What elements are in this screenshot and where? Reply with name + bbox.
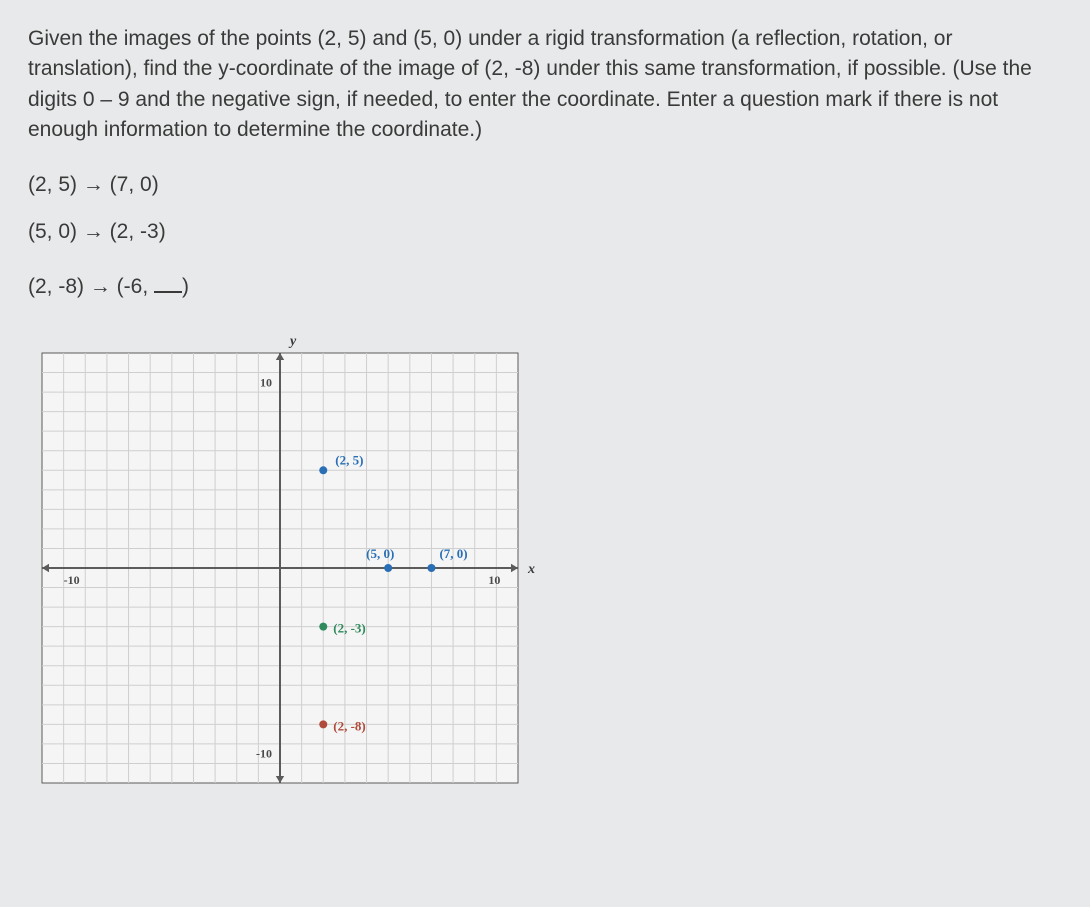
- x-tick-label: 10: [488, 573, 500, 587]
- mapping-list: (2, 5) → (7, 0) (5, 0) → (2, -3) (2, -8)…: [28, 174, 1062, 297]
- y-axis-label: y: [288, 334, 297, 349]
- problem-statement: Given the images of the points (2, 5) an…: [28, 24, 1048, 146]
- y-tick-label: 10: [260, 375, 272, 389]
- x-tick-label: -10: [64, 573, 80, 587]
- mapping-3-post: ): [182, 275, 189, 298]
- point-label: (2, -8): [333, 718, 366, 733]
- point-label: (2, -3): [333, 620, 366, 635]
- point-label: (7, 0): [439, 546, 467, 561]
- point-label: (2, 5): [335, 452, 363, 467]
- plotted-point: [384, 564, 392, 572]
- x-axis-label: x: [527, 562, 535, 577]
- plotted-point: [319, 622, 327, 630]
- mapping-3-pre: (2, -8) → (-6,: [28, 275, 154, 298]
- mapping-2: (5, 0) → (2, -3): [28, 221, 1062, 242]
- plotted-point: [319, 720, 327, 728]
- plotted-point: [427, 564, 435, 572]
- mapping-1: (2, 5) → (7, 0): [28, 174, 1062, 195]
- coordinate-graph: y x -10 10 -10 10 (2, 5) (5, 0) (7, 0) (2, -3) (2,…: [28, 327, 1062, 802]
- plotted-point: [319, 466, 327, 474]
- y-tick-label: -10: [256, 746, 272, 760]
- graph-svg: y x -10 10 -10 10 (2, 5) (5, 0) (7, 0) (2, -3) (2,…: [28, 327, 548, 797]
- point-label: (5, 0): [366, 546, 394, 561]
- answer-blank[interactable]: [154, 268, 182, 293]
- mapping-3: (2, -8) → (-6, ): [28, 268, 1062, 297]
